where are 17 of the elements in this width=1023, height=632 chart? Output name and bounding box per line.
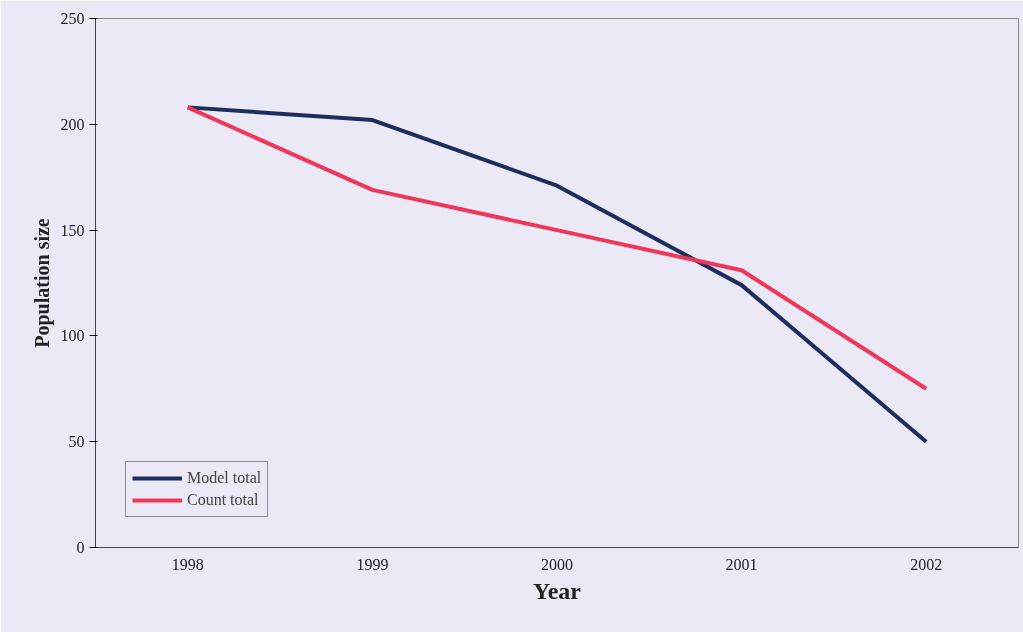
y-tick-label: 50	[68, 433, 85, 451]
y-tick-label: 0	[76, 539, 85, 556]
line-series	[185, 105, 929, 391]
y-tick-label: 250	[60, 10, 85, 27]
y-axis-title: Population size	[30, 218, 54, 348]
y-tick-label: 100	[60, 327, 85, 345]
x-axis-title: Year	[533, 577, 582, 604]
y-tick-label: 200	[60, 115, 85, 133]
x-tick-label: 1998	[171, 555, 204, 573]
y-tick-label: 150	[60, 221, 85, 239]
x-tick-label: 2001	[725, 555, 758, 573]
legend-label: Count total	[187, 491, 259, 509]
x-tick-label: 2002	[910, 555, 943, 573]
legend-label: Model total	[187, 469, 262, 487]
line-series	[185, 105, 929, 444]
x-tick-label: 1999	[356, 555, 389, 573]
x-tick-label: 2000	[541, 555, 573, 573]
